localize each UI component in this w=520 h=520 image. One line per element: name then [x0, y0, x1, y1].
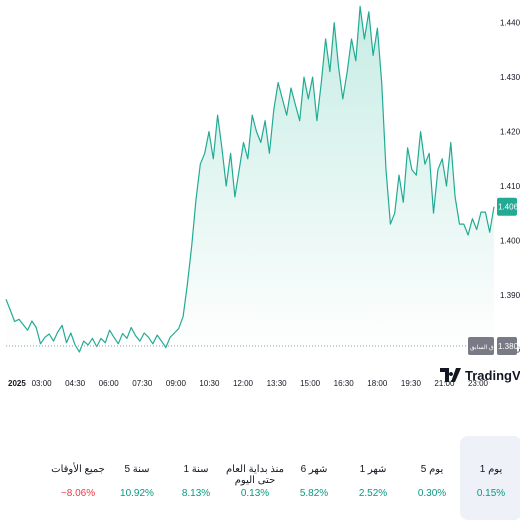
x-tick-label: 07:30: [132, 379, 153, 388]
y-tick-label: 1.42000: [500, 128, 520, 137]
period-label: منذ بداية العام حتى اليوم: [225, 464, 285, 486]
period-change-value: 8.13%: [181, 488, 211, 499]
period-3[interactable]: 6 شهر 5.82%: [283, 436, 345, 520]
x-tick-label: 06:00: [99, 379, 120, 388]
area-fill-layer: [6, 6, 494, 353]
series-area: [6, 6, 494, 353]
y-axis: 1.44000 1.43000 1.42000 1.41000 1.40000 1.390…: [500, 19, 520, 355]
period-change-value: 0.30%: [417, 488, 447, 499]
period-label: 5 يوم: [420, 464, 444, 475]
period-change-value: 0.13%: [240, 488, 270, 499]
period-label: 1 يوم: [479, 464, 503, 475]
current-price-label: 1.40652: [498, 203, 520, 212]
x-tick-label: 21:00: [434, 379, 455, 388]
x-tick-label: 23:00: [468, 379, 489, 388]
x-tick-label: 04:30: [65, 379, 86, 388]
period-label: 1 سنة: [183, 464, 209, 475]
y-tick-label: 1.41000: [500, 182, 520, 191]
price-chart[interactable]: 1.44000 1.43000 1.42000 1.41000 1.40000 1.390…: [0, 0, 520, 400]
previous-close-value: 1.38082: [498, 342, 520, 351]
period-4[interactable]: منذ بداية العام حتى اليوم 0.13%: [224, 436, 286, 520]
previous-close-badge: [468, 337, 494, 355]
series-line: [5, 5, 495, 353]
period-label: 5 سنة: [124, 464, 150, 475]
tradingview-logo[interactable]: TradingView: [440, 368, 520, 383]
period-0[interactable]: 1 يوم 0.15%: [460, 436, 520, 520]
x-axis: 2025 03:00 04:30 06:00 07:30 09:00 10:30 12:00 1…: [8, 379, 489, 388]
y-tick-label: 1.43000: [500, 73, 520, 82]
y-tick-label: 1.44000: [500, 19, 520, 28]
period-change-value: 0.15%: [476, 488, 506, 499]
x-tick-label: 03:00: [32, 379, 53, 388]
tradingview-logo-icon: [440, 368, 461, 382]
x-tick-label: 12:00: [233, 379, 254, 388]
x-tick-label: 10:30: [199, 379, 220, 388]
tradingview-logo-text: TradingView: [465, 368, 520, 383]
x-tick-label: 15:00: [300, 379, 321, 388]
line-layer: [5, 5, 495, 353]
y-tick-label: 1.40000: [500, 236, 520, 245]
period-change-value: 5.82%: [299, 488, 329, 499]
current-price-badge: [497, 197, 517, 216]
previous-close-badge-label: الإغلاق السابق: [470, 344, 506, 351]
period-label: 6 شهر: [300, 464, 328, 475]
x-tick-label: 09:00: [166, 379, 187, 388]
x-tick-label: 13:30: [267, 379, 288, 388]
period-5[interactable]: 1 سنة 8.13%: [165, 436, 227, 520]
x-tick-label: 18:00: [367, 379, 388, 388]
period-1[interactable]: 5 يوم 0.30%: [401, 436, 463, 520]
period-label: جميع الأوقات: [51, 464, 105, 475]
period-change-value: −8.06%: [60, 488, 96, 499]
y-tick-label: 1.39000: [500, 291, 520, 300]
period-change-value: 2.52%: [358, 488, 388, 499]
period-2[interactable]: 1 شهر 2.52%: [342, 436, 404, 520]
previous-close-value-badge: [497, 337, 517, 355]
period-change-value: 10.92%: [120, 488, 154, 499]
period-6[interactable]: 5 سنة 10.92%: [106, 436, 168, 520]
period-label: 1 شهر: [359, 464, 387, 475]
performance-periods: 1 يوم 0.15% 5 يوم 0.30% 1 شهر 2.52% 6 شهر 5.82%…: [0, 436, 520, 520]
x-tick-label: 2025: [8, 379, 26, 388]
x-tick-label: 16:30: [334, 379, 355, 388]
period-7[interactable]: جميع الأوقات −8.06%: [47, 436, 109, 520]
x-tick-label: 19:30: [401, 379, 422, 388]
